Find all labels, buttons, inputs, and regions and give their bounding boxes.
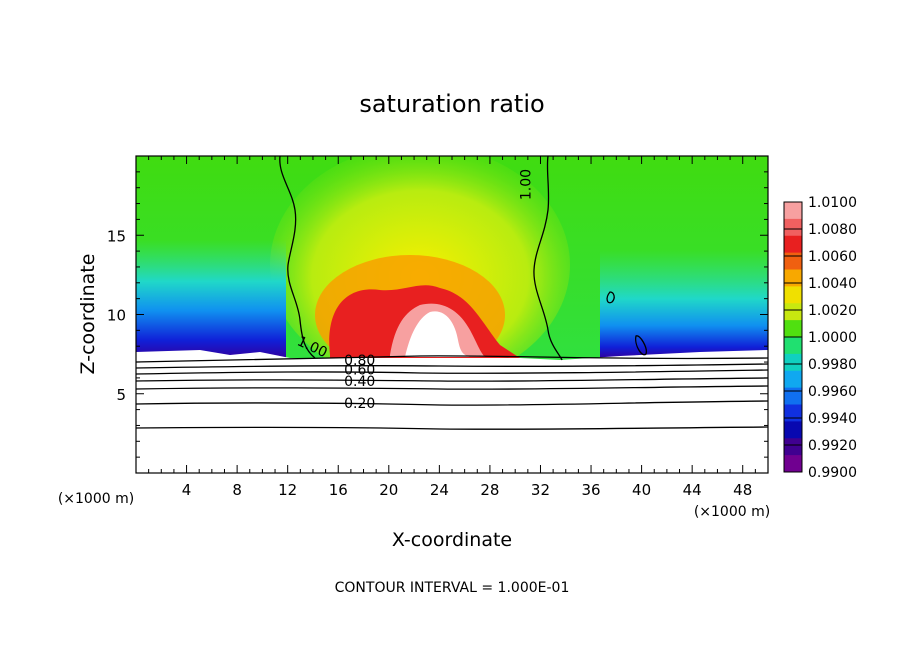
colorbar-label: 1.0000 [808,330,857,346]
colorbar-label: 0.9960 [808,384,857,400]
colorbar-swatch [784,235,802,254]
contour-line [136,355,768,363]
contour-label: 0.20 [344,396,375,412]
contour-label: 0.80 [344,353,375,369]
x-tick-label: 20 [379,481,398,499]
x-tick-label: 24 [430,481,449,499]
x-tick-label: 36 [581,481,600,499]
contour-line [136,369,768,375]
field-white-region [405,311,470,357]
x-tick-label: 48 [733,481,752,499]
x-tick-label: 8 [232,481,242,499]
colorbar-label: 1.0060 [808,249,857,265]
colorbar-swatch [784,269,802,287]
colorbar-label: 0.9900 [808,465,857,481]
contour-line [136,377,768,382]
saturation-field [136,156,768,473]
contour-label: 0.40 [344,374,375,390]
x-tick-label: 32 [531,481,550,499]
colorbar-label: 0.9940 [808,411,857,427]
contour-interval-note: CONTOUR INTERVAL = 1.000E-01 [335,580,570,596]
x-tick-label: 40 [632,481,651,499]
colorbar-swatch [784,387,802,405]
y-axis-label: Z-coordinate [77,254,99,375]
contour-line [279,156,316,359]
y-tick-label: 15 [107,227,126,245]
x-axis: 4 8 12 16 20 24 28 32 36 40 44 48 [148,156,756,499]
chart-title: saturation ratio [359,90,544,118]
colorbar-swatch [784,303,802,321]
x-axis-label: X-coordinate [392,529,512,551]
y-tick-label: 5 [116,386,126,404]
x-tick-label: 28 [480,481,499,499]
x-tick-label: 16 [329,481,348,499]
colorbar-swatch [784,404,802,422]
x-tick-label: 12 [278,481,297,499]
contour-line [136,363,768,369]
contour-line [635,335,647,356]
contour-line [136,385,768,390]
y-axis: 5 10 15 [107,171,768,458]
field-right-blue [600,250,768,358]
contour-line [136,400,768,406]
colorbar-swatch [784,252,802,270]
colorbar-swatch [784,438,802,456]
x-tick-label: 4 [182,481,192,499]
colorbar-label: 0.9980 [808,357,857,373]
contour-label: 0.60 [344,363,375,379]
contour-line [136,426,768,430]
x-unit-left: (×1000 m) [58,491,134,507]
colorbar-swatch [784,421,802,439]
contour-line [606,291,615,304]
contour-label: 1.00 [518,169,534,200]
colorbar-swatch [784,370,802,389]
contour-line [533,156,563,361]
colorbar-swatch [784,218,802,237]
colorbar-label: 1.0020 [808,303,857,319]
colorbar-label: 1.0080 [808,222,857,238]
colorbar-swatch [784,286,802,304]
colorbar: 1.0100 1.0080 1.0060 1.0040 1.0020 1.0000 0.99… [783,195,857,481]
field-left-blue [136,240,286,358]
x-tick-label: 44 [683,481,702,499]
colorbar-label: 1.0100 [808,195,857,211]
y-tick-label: 10 [107,307,126,325]
colorbar-swatch [784,455,802,473]
colorbar-swatch [784,320,802,338]
field-lower-mask [136,350,768,473]
contour-labels: 1.001.000.800.600.400.20 [295,169,535,412]
contour-lines [136,156,768,430]
colorbar-swatch [784,337,802,355]
x-unit-right: (×1000 m) [694,504,770,520]
colorbar-label: 0.9920 [808,438,857,454]
colorbar-swatch [784,353,802,372]
colorbar-label: 1.0040 [808,276,857,292]
colorbar-swatch [784,202,802,220]
